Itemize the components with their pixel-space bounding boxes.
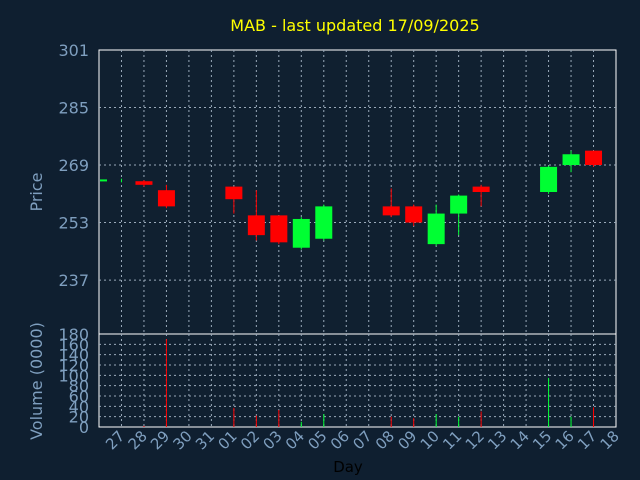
volume-tick-label: 180 [58, 325, 89, 344]
candle-body [472, 186, 490, 192]
price-tick-label: 253 [58, 214, 89, 233]
volume-tick-label: 140 [58, 346, 89, 365]
candle-body [585, 150, 603, 166]
price-tick-label: 301 [58, 41, 89, 60]
volume-tick-label: 40 [69, 397, 89, 416]
candle-body [135, 181, 153, 185]
volume-tick-label: 20 [69, 408, 89, 427]
volume-tick-label: 120 [58, 356, 89, 375]
price-tick-label: 269 [58, 156, 89, 175]
price-axis-label: Price [27, 172, 46, 211]
volume-tick-label: 80 [69, 377, 89, 396]
candle-body [100, 179, 107, 182]
candles [100, 150, 603, 250]
x-axis-label: Day [333, 458, 363, 476]
candle-body [225, 186, 243, 200]
price-panel: 301 285 269 253 237 Price [27, 41, 617, 335]
candle-body [247, 215, 265, 236]
candle-body [562, 154, 580, 166]
candle-body [270, 215, 288, 243]
price-y-ticks: 301 285 269 253 237 [58, 41, 89, 290]
x-ticks: 2728293031010203040506070809101112131415… [102, 427, 623, 453]
candle-body [382, 206, 400, 216]
candle-body [405, 206, 423, 223]
volume-tick-label: 160 [58, 335, 89, 354]
volume-axis-label: Volume (0000) [27, 322, 46, 440]
candle-body [292, 218, 310, 248]
volume-tick-label: 0 [79, 418, 89, 437]
price-plot-area [98, 49, 617, 335]
volume-tick-label: 60 [69, 387, 89, 406]
candle-body [427, 213, 445, 245]
price-tick-label: 285 [58, 99, 89, 118]
candle-body [315, 206, 333, 239]
chart-title: MAB - last updated 17/09/2025 [230, 16, 479, 35]
volume-bars [143, 339, 595, 427]
candle-body [450, 195, 468, 214]
volume-tick-label: 100 [58, 366, 89, 385]
volume-plot-area [98, 333, 617, 428]
volume-grid [99, 334, 616, 427]
price-tick-label: 237 [58, 271, 89, 290]
candle-body [157, 190, 175, 207]
candle-body [540, 166, 558, 192]
